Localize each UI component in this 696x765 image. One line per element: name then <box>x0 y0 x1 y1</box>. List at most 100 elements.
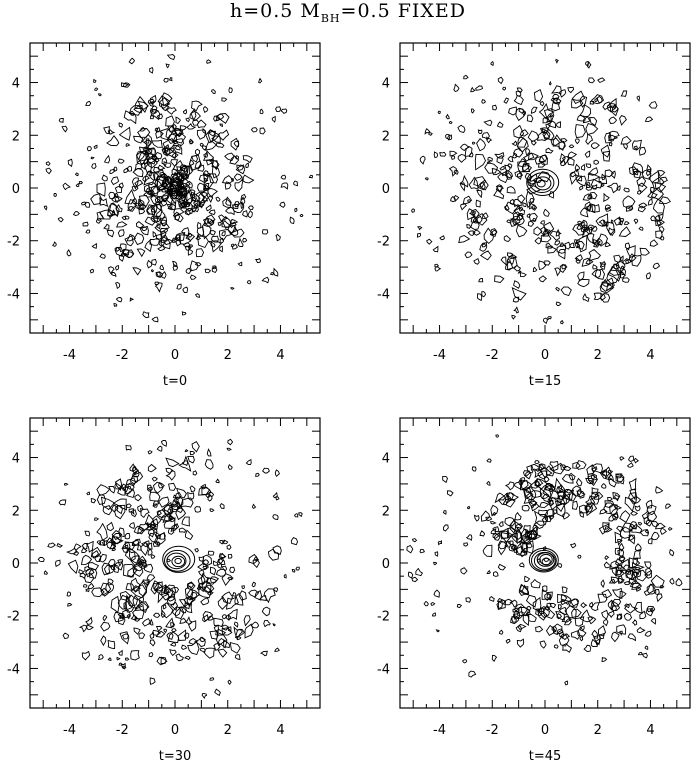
contour-blob <box>181 460 188 467</box>
contour-blob <box>542 317 549 325</box>
contour-blob <box>183 632 190 639</box>
contour-blob <box>470 86 477 93</box>
contour-blob <box>450 155 456 160</box>
contour-blob <box>637 522 643 526</box>
contour-blob <box>47 542 56 548</box>
contour-blob <box>81 542 89 550</box>
contour-blob <box>502 498 516 508</box>
contour-blob <box>521 505 530 512</box>
contour-blob <box>91 242 97 249</box>
contour-blob <box>623 612 633 621</box>
contour-blob <box>584 226 593 235</box>
contour-blob <box>236 164 245 171</box>
contour-blob <box>227 438 234 446</box>
contour-blob <box>274 647 280 652</box>
contour-blob <box>571 90 586 104</box>
contour-blob <box>639 610 647 620</box>
contour-blob <box>234 201 240 208</box>
contour-blob <box>431 612 437 617</box>
contour-blob <box>618 226 632 237</box>
panel-label: t=0 <box>163 374 187 389</box>
contour-blob <box>459 143 470 152</box>
contour-blob <box>510 614 520 625</box>
contour-blob <box>593 491 604 500</box>
contour-blob <box>252 558 260 569</box>
contour-blob <box>149 171 160 181</box>
contour-blob <box>202 565 207 570</box>
y-tick-label: 4 <box>382 77 390 92</box>
contour-blob <box>89 268 94 274</box>
contour-blob <box>659 236 665 241</box>
contour-blob <box>196 129 207 140</box>
contour-blob <box>150 203 163 219</box>
contour-blob <box>78 181 84 185</box>
contour-blob <box>188 620 197 632</box>
contour-blob <box>110 532 122 545</box>
contour-blob <box>648 101 658 109</box>
contour-blob <box>559 153 566 164</box>
contour-blob <box>131 538 141 547</box>
contour-blob <box>632 558 639 566</box>
contour-blob <box>123 563 138 578</box>
contour-blob <box>585 477 594 485</box>
contour-blob <box>258 77 263 84</box>
contour-blob <box>532 524 539 532</box>
contour-blob <box>527 533 542 540</box>
contour-blob <box>202 218 210 226</box>
contour-blob <box>622 143 628 150</box>
contour-blob <box>574 124 586 139</box>
contour-blob <box>234 654 241 661</box>
contour-blob <box>520 530 532 544</box>
contour-blob <box>492 104 498 111</box>
contour-blob <box>187 491 195 501</box>
contour-blob <box>246 280 252 285</box>
contour-blob <box>93 517 100 521</box>
contour-blob <box>43 570 49 575</box>
contour-blob <box>154 169 165 181</box>
contour-layer <box>406 434 683 686</box>
contour-blob <box>580 226 590 233</box>
contour-blob <box>560 138 568 143</box>
contour-blob <box>655 230 663 240</box>
contour-blob <box>453 195 460 202</box>
contour-blob <box>103 223 110 230</box>
contour-blob <box>607 496 613 502</box>
contour-blob <box>541 588 553 601</box>
contour-blob <box>57 216 64 223</box>
contour-blob <box>94 87 99 92</box>
contour-blob <box>644 569 652 579</box>
contour-blob <box>574 163 581 173</box>
contour-blob <box>613 505 623 510</box>
contour-blob <box>629 523 636 532</box>
contour-blob <box>558 634 570 647</box>
contour-blob <box>473 514 480 522</box>
contour-blob <box>604 204 612 210</box>
contour-blob <box>513 280 521 289</box>
contour-blob <box>612 598 622 607</box>
nested-contour <box>171 555 186 568</box>
contour-blob <box>411 208 415 213</box>
contour-blob <box>118 126 131 141</box>
contour-blob <box>66 249 72 257</box>
contour-blob <box>171 168 179 176</box>
contour-blob <box>517 136 528 148</box>
contour-blob <box>132 465 139 475</box>
contour-blob <box>518 562 525 568</box>
contour-blob <box>150 194 161 205</box>
contour-blob <box>629 488 637 501</box>
contour-blob <box>211 266 218 274</box>
contour-blob <box>197 563 210 571</box>
contour-blob <box>432 245 439 253</box>
contour-blob <box>280 108 288 114</box>
contour-blob <box>462 659 468 664</box>
contour-blob <box>546 602 552 608</box>
contour-blob <box>160 610 166 618</box>
contour-blob <box>175 505 187 521</box>
contour-blob <box>149 491 161 502</box>
contour-blob <box>170 601 178 612</box>
contour-blob <box>571 98 584 109</box>
contour-blob <box>514 511 522 521</box>
contour-blob <box>260 650 268 657</box>
contour-blob <box>530 106 538 114</box>
